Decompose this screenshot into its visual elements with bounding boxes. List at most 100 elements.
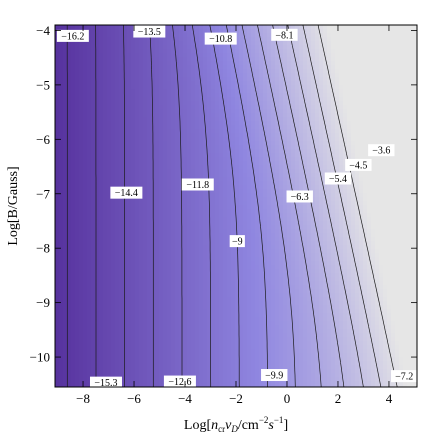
field-cell (383, 229, 388, 234)
field-cell (143, 45, 148, 50)
field-cell (79, 169, 84, 174)
field-cell (399, 69, 404, 74)
field-cell (199, 197, 204, 202)
field-cell (207, 217, 212, 222)
field-cell (235, 129, 240, 134)
field-cell (187, 161, 192, 166)
field-cell (399, 121, 404, 126)
field-cell (315, 81, 320, 86)
field-cell (363, 53, 368, 58)
field-cell (167, 29, 172, 34)
field-cell (371, 109, 376, 114)
field-cell (259, 125, 264, 130)
field-cell (175, 209, 180, 214)
field-cell (295, 73, 300, 78)
field-cell (231, 173, 236, 178)
field-cell (359, 233, 364, 238)
field-cell (403, 193, 408, 198)
field-cell (95, 161, 100, 166)
field-cell (231, 29, 236, 34)
field-cell (163, 213, 168, 218)
field-cell (375, 97, 380, 102)
field-cell (251, 45, 256, 50)
field-cell (375, 173, 380, 178)
field-cell (155, 161, 160, 166)
field-cell (335, 81, 340, 86)
field-cell (139, 113, 144, 118)
field-cell (119, 241, 124, 246)
field-cell (195, 41, 200, 46)
field-cell (59, 41, 64, 46)
field-cell (143, 221, 148, 226)
field-cell (323, 133, 328, 138)
field-cell (147, 93, 152, 98)
field-cell (223, 29, 228, 34)
field-cell (415, 193, 417, 198)
field-cell (111, 85, 116, 90)
field-cell (315, 237, 320, 242)
field-cell (127, 81, 132, 86)
field-cell (147, 217, 152, 222)
field-cell (399, 153, 404, 158)
field-cell (207, 113, 212, 118)
field-cell (299, 137, 304, 142)
field-cell (59, 137, 64, 142)
field-cell (163, 185, 168, 190)
field-cell (355, 221, 360, 226)
field-cell (171, 185, 176, 190)
field-cell (403, 137, 408, 142)
field-cell (183, 37, 188, 42)
field-cell (175, 185, 180, 190)
field-cell (255, 157, 260, 162)
field-cell (111, 161, 116, 166)
field-cell (283, 165, 288, 170)
field-cell (399, 93, 404, 98)
field-cell (99, 217, 104, 222)
field-cell (155, 173, 160, 178)
field-cell (123, 197, 128, 202)
field-cell (203, 57, 208, 62)
field-cell (215, 157, 220, 162)
field-cell (159, 45, 164, 50)
field-cell (175, 145, 180, 150)
field-cell (219, 177, 224, 182)
field-cell (199, 109, 204, 114)
field-cell (67, 185, 72, 190)
field-cell (175, 109, 180, 114)
field-cell (407, 53, 412, 58)
field-cell (271, 229, 276, 234)
field-cell (83, 201, 88, 206)
field-cell (323, 113, 328, 118)
field-cell (215, 121, 220, 126)
field-cell (55, 77, 60, 82)
field-cell (371, 225, 376, 230)
field-cell (159, 185, 164, 190)
field-cell (387, 73, 392, 78)
field-cell (135, 77, 140, 82)
field-cell (243, 185, 248, 190)
field-cell (399, 149, 404, 154)
field-cell (195, 45, 200, 50)
field-cell (299, 61, 304, 66)
field-cell (215, 101, 220, 106)
field-cell (287, 89, 292, 94)
field-cell (303, 29, 308, 34)
field-cell (271, 137, 276, 142)
field-cell (163, 129, 168, 134)
field-cell (95, 205, 100, 210)
field-cell (67, 85, 72, 90)
field-cell (55, 149, 60, 154)
field-cell (275, 25, 280, 30)
field-cell (271, 165, 276, 170)
field-cell (119, 117, 124, 122)
field-cell (219, 81, 224, 86)
field-cell (179, 117, 184, 122)
field-cell (363, 217, 368, 222)
field-cell (339, 209, 344, 214)
field-cell (315, 33, 320, 38)
field-cell (295, 133, 300, 138)
field-cell (183, 41, 188, 46)
field-cell (399, 45, 404, 50)
field-cell (115, 85, 120, 90)
field-cell (259, 129, 264, 134)
